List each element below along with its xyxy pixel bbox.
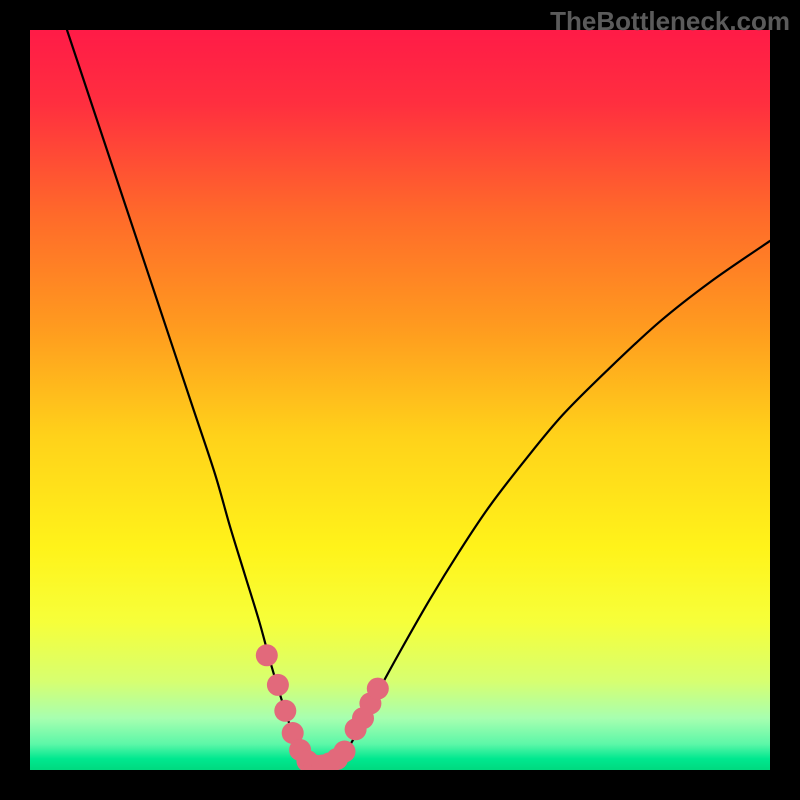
bottleneck-marker-layer <box>30 30 770 770</box>
bottleneck-marker <box>267 674 289 696</box>
plot-area <box>30 30 770 770</box>
bottleneck-marker <box>367 678 389 700</box>
bottleneck-marker <box>274 700 296 722</box>
chart-frame <box>0 0 800 800</box>
watermark-text: TheBottleneck.com <box>550 6 790 37</box>
bottleneck-marker <box>256 644 278 666</box>
bottleneck-marker <box>334 741 356 763</box>
